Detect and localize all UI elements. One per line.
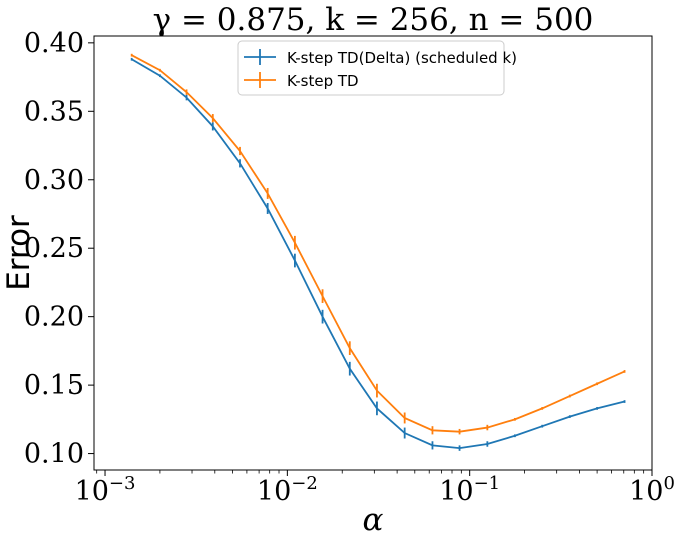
y-tick-label-3: 0.25 (24, 233, 84, 264)
y-tick-label-0: 0.10 (24, 439, 84, 470)
series-layer (130, 53, 626, 451)
legend: K-step TD(Delta) (scheduled k) K-step TD (237, 40, 517, 96)
legend-label-1: K-step TD (287, 72, 359, 90)
y-axis: 0.10 0.15 0.20 0.25 0.30 0.35 0.40 (24, 28, 94, 470)
legend-box (237, 40, 505, 96)
y-tick-label-1: 0.15 (24, 370, 84, 401)
x-tick-label-2: 10−1 (439, 473, 500, 507)
series-1 (130, 53, 626, 435)
series-line-0 (131, 58, 625, 449)
y-tick-label-6: 0.40 (24, 28, 84, 59)
chart-title: γ = 0.875, k = 256, n = 500 (153, 2, 594, 38)
y-tick-label-2: 0.20 (24, 302, 84, 333)
series-line-1 (131, 54, 625, 433)
y-tick-label-4: 0.30 (24, 165, 84, 196)
x-tick-label-1: 10−2 (257, 473, 318, 507)
series-0 (130, 57, 626, 451)
y-tick-label-5: 0.35 (24, 96, 84, 127)
y-axis-label: Error (1, 215, 37, 291)
plot-area (93, 35, 653, 471)
x-tick-label-3: 100 (629, 473, 674, 507)
x-tick-label-0: 10−3 (75, 473, 136, 507)
x-axis: 10−3 10−2 10−1 100 (75, 470, 674, 507)
legend-label-0: K-step TD(Delta) (scheduled k) (287, 49, 517, 67)
x-axis-label: α (363, 502, 384, 538)
